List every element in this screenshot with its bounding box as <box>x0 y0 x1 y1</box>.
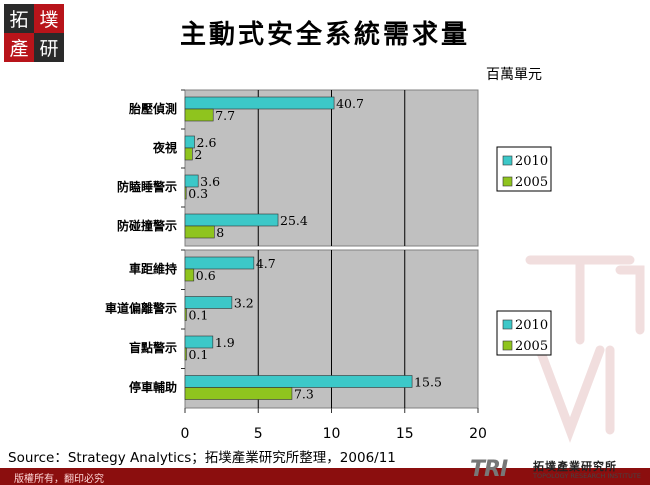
category-label: 盲點警示 <box>129 340 177 355</box>
bar-2010 <box>184 335 214 349</box>
x-tick-label: 0 <box>181 426 190 442</box>
watermark-graphic <box>525 255 645 443</box>
category-label: 停車輔助 <box>129 380 177 395</box>
data-label: 3.2 <box>234 296 254 311</box>
svg-text:產: 產 <box>9 38 28 60</box>
data-label: 3.6 <box>200 174 220 189</box>
brand-name: 拓墣產業研究所 <box>533 460 617 473</box>
data-label: 0.1 <box>188 308 208 323</box>
bar-2010 <box>184 213 279 227</box>
legend-swatch <box>502 319 513 330</box>
data-label: 4.7 <box>256 256 276 271</box>
data-label: 0.6 <box>196 268 216 283</box>
bar-2005 <box>184 268 195 282</box>
bar-2005 <box>184 108 214 122</box>
page-title: 主動式安全系統需求量 <box>179 20 470 50</box>
footer-bar <box>0 468 650 485</box>
copyright-text: 版權所有，翻印必究 <box>14 474 104 485</box>
x-tick-label: 15 <box>396 426 414 442</box>
tri-logo-text: TRI <box>470 457 508 482</box>
data-label: 7.7 <box>215 108 235 123</box>
category-label: 防碰撞警示 <box>117 218 177 233</box>
data-label: 2.6 <box>197 135 217 150</box>
brand-english: TOPOLOGY RESEARCH INSTITUTE <box>533 472 641 480</box>
category-label: 防瞌睡警示 <box>117 179 177 194</box>
bar-2010 <box>184 96 335 110</box>
data-label: 25.4 <box>280 213 308 228</box>
bar-2010 <box>184 174 199 188</box>
x-tick-label: 5 <box>254 426 263 442</box>
legend-label: 2010 <box>515 154 548 169</box>
bar-2010 <box>184 375 413 388</box>
data-label: 7.3 <box>294 387 314 402</box>
data-label: 2 <box>194 147 202 162</box>
data-label: 40.7 <box>336 96 364 111</box>
unit-label: 百萬單元 <box>486 67 542 83</box>
bar-2005 <box>184 387 293 400</box>
data-label: 1.9 <box>215 335 235 350</box>
legend-swatch <box>502 155 513 166</box>
bar-2005 <box>184 308 187 321</box>
data-label: 0.3 <box>188 186 208 201</box>
legend-label: 2010 <box>515 318 548 333</box>
x-tick-label: 10 <box>323 426 341 442</box>
data-label: 15.5 <box>414 375 442 390</box>
data-label: 0.1 <box>188 347 208 362</box>
category-label: 夜視 <box>152 140 177 155</box>
legend-label: 2005 <box>515 339 548 354</box>
category-label: 車道偏離警示 <box>105 301 177 316</box>
topology-logo: 拓 墣 產 研 <box>4 4 64 62</box>
bar-2010 <box>184 135 195 149</box>
svg-text:墣: 墣 <box>39 9 58 31</box>
svg-text:拓: 拓 <box>9 9 28 31</box>
category-label: 胎壓偵測 <box>129 101 177 116</box>
svg-text:研: 研 <box>39 38 58 60</box>
bar-2005 <box>184 225 215 239</box>
data-label: 8 <box>216 225 224 240</box>
bar-2005 <box>184 147 193 161</box>
source-note: Source：Strategy Analytics；拓墣產業研究所整理，2006… <box>8 450 396 466</box>
bar-2010 <box>184 296 233 309</box>
legend-swatch <box>502 340 513 351</box>
category-label: 車距維持 <box>129 261 177 276</box>
bar-2005 <box>184 186 187 200</box>
bar-2005 <box>184 347 187 361</box>
legend-label: 2005 <box>515 175 548 190</box>
legend-swatch <box>502 176 513 187</box>
x-tick-label: 20 <box>469 426 487 442</box>
bar-2010 <box>184 256 255 270</box>
